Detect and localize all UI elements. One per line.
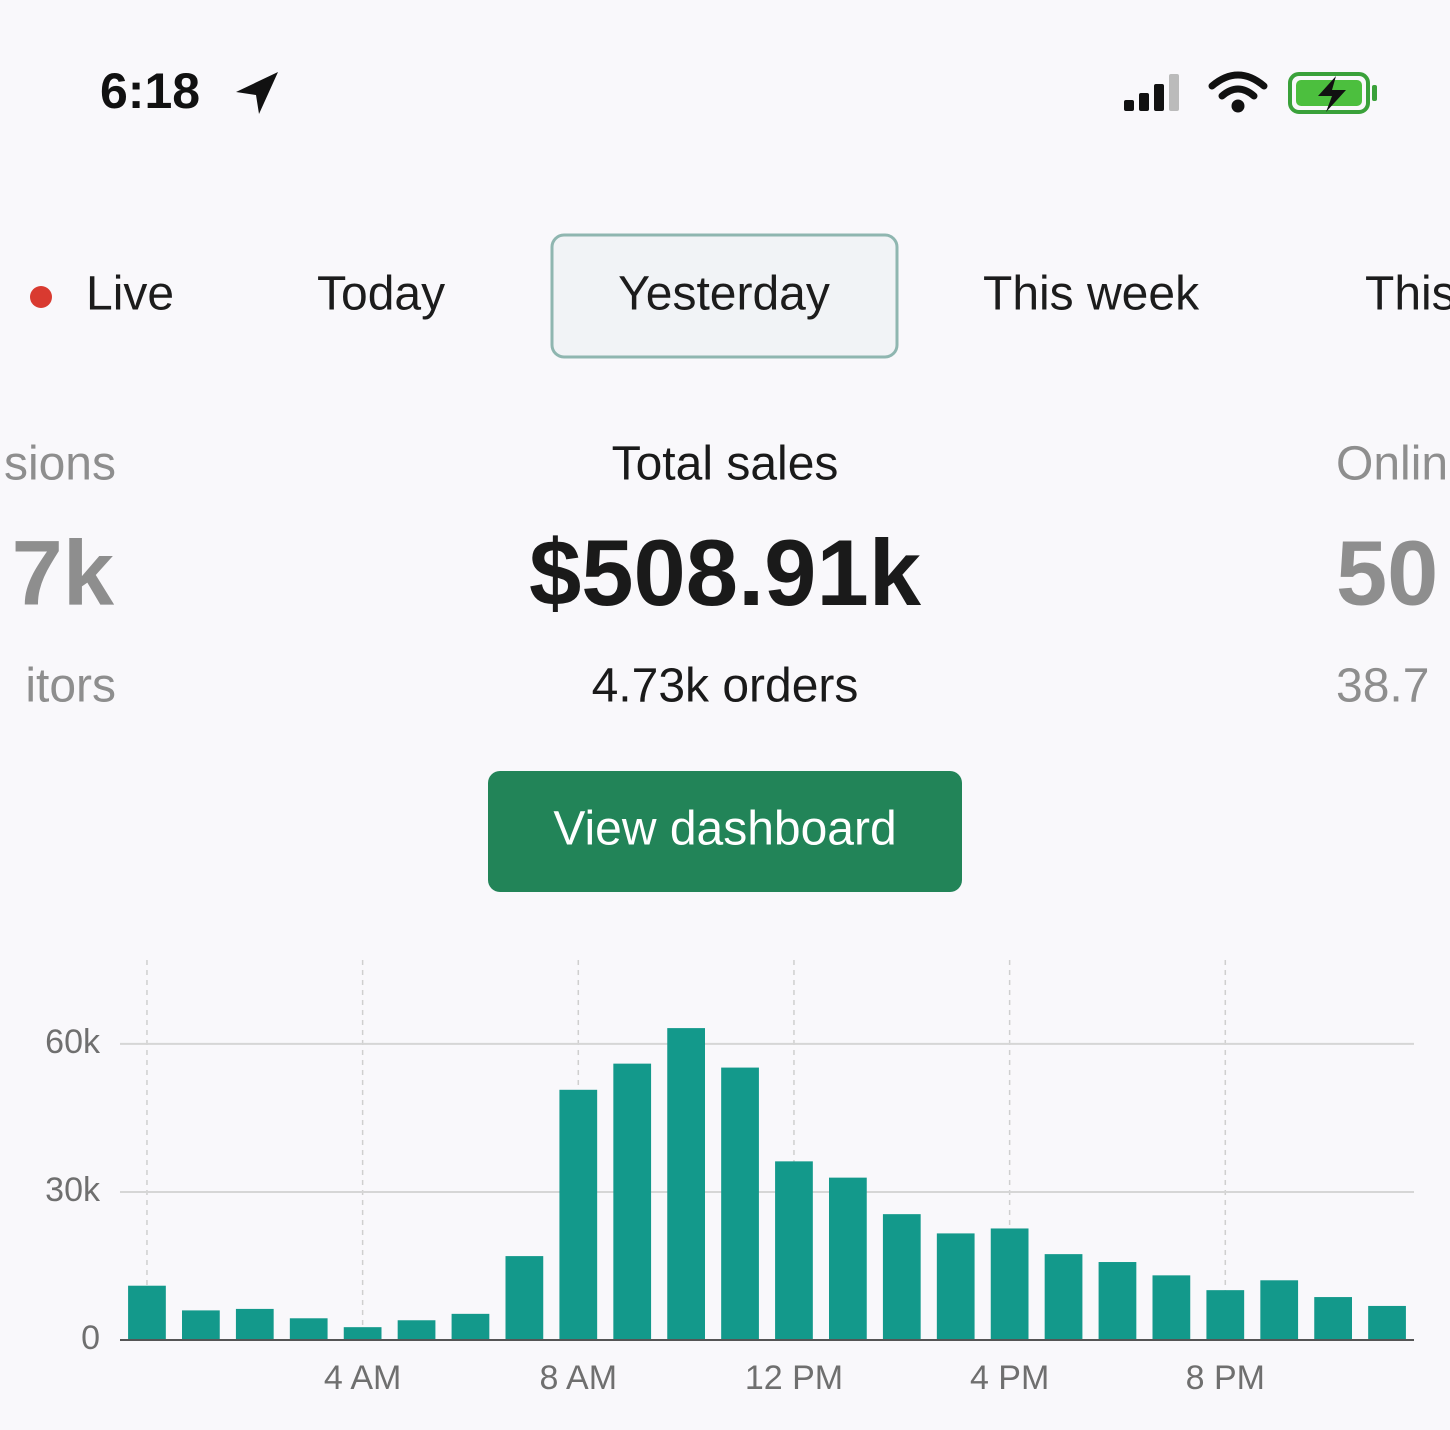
- bar: [1098, 1262, 1137, 1340]
- tab[interactable]: This week: [983, 268, 1200, 321]
- bar: [990, 1228, 1029, 1340]
- tab[interactable]: Today: [317, 268, 445, 321]
- bar: [397, 1320, 436, 1340]
- metric-value: 50: [1336, 522, 1438, 624]
- metric-value: $508.91k: [529, 520, 922, 625]
- bar: [182, 1310, 220, 1340]
- metric-sub: 38.7: [1336, 660, 1429, 713]
- tab-selected-box[interactable]: [550, 233, 899, 359]
- live-dot: [30, 286, 52, 308]
- bar: [667, 1028, 705, 1340]
- bar: [1260, 1280, 1299, 1340]
- metric-value: 7k: [12, 522, 115, 624]
- bar: [235, 1308, 274, 1340]
- tab[interactable]: Yesterday: [618, 268, 830, 321]
- x-tick-label: 12 PM: [745, 1359, 843, 1397]
- y-tick-label: 30k: [45, 1171, 101, 1209]
- battery-icon: [1288, 72, 1377, 114]
- button-label[interactable]: View dashboard: [553, 803, 896, 856]
- bar: [128, 1285, 166, 1340]
- tab[interactable]: Live: [86, 268, 174, 321]
- bar: [1314, 1297, 1352, 1340]
- x-tick-label: 8 PM: [1186, 1359, 1265, 1397]
- bar: [882, 1214, 921, 1340]
- bar: [505, 1256, 544, 1340]
- x-tick-label: 4 PM: [970, 1359, 1049, 1397]
- bar: [936, 1233, 975, 1340]
- bar: [559, 1089, 598, 1340]
- y-tick-label: 60k: [45, 1023, 101, 1061]
- location-icon: [236, 72, 278, 114]
- bar: [451, 1313, 490, 1340]
- metric-label: Onlin: [1336, 438, 1448, 491]
- bar: [1206, 1290, 1245, 1340]
- bar: [775, 1161, 813, 1340]
- status-time: 6:18: [100, 63, 200, 119]
- x-tick-label: 4 AM: [324, 1359, 401, 1397]
- wifi-icon: [1208, 71, 1268, 113]
- bar: [1152, 1275, 1191, 1340]
- signal-icon: [1124, 74, 1179, 111]
- metric-label: Total sales: [612, 438, 839, 491]
- bar: [1044, 1254, 1083, 1340]
- bar: [343, 1327, 382, 1340]
- tab[interactable]: This: [1365, 268, 1450, 321]
- bar: [829, 1177, 867, 1340]
- x-tick-label: 8 AM: [540, 1359, 617, 1397]
- bar: [1368, 1305, 1406, 1340]
- y-tick-label: 0: [81, 1319, 100, 1357]
- bar: [289, 1318, 328, 1340]
- metric-sub: itors: [25, 660, 116, 713]
- metric-label: sions: [4, 438, 116, 491]
- bar: [613, 1063, 652, 1340]
- bar: [721, 1067, 759, 1340]
- view-dashboard-button[interactable]: [488, 771, 962, 892]
- metric-sub: 4.73k orders: [592, 660, 859, 713]
